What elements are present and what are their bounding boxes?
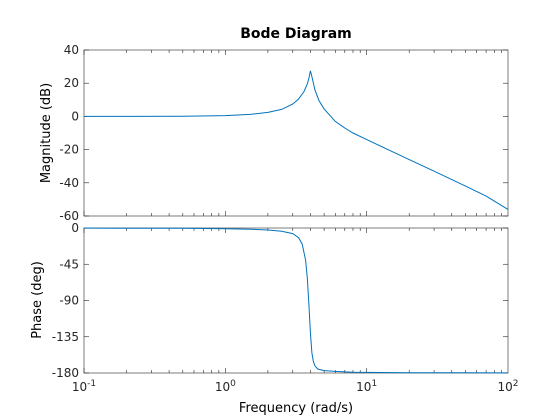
phase-y-tick-label: -45 [59,257,79,271]
magnitude-y-tick-label: -40 [59,176,79,190]
magnitude-y-tick-label: -60 [59,209,79,223]
magnitude-y-ticks: 40 20 0 -20 -40 -60 [59,43,508,223]
magnitude-y-tick-label: -20 [59,143,79,157]
phase-y-tick-label: -180 [52,366,79,380]
phase-y-tick-label: -135 [52,330,79,344]
phase-series-line [83,227,509,374]
phase-y-axis-label: Phase (deg) [30,261,45,339]
phase-y-tick-label: 0 [71,221,79,235]
magnitude-y-tick-label: 40 [64,43,79,57]
x-axis-label: Frequency (rad/s) [239,401,353,416]
x-tick-label: 100 [215,379,236,394]
magnitude-y-axis-label: Magnitude (dB) [39,83,54,183]
magnitude-y-tick-label: 20 [64,76,79,90]
phase-axes [83,227,509,374]
magnitude-axes [83,49,509,217]
magnitude-series-line [84,70,509,210]
frequency-x-ticks: 10-1 100 101 102 [72,379,519,394]
phase-y-tick-label: -90 [59,294,79,308]
x-tick-label: 10-1 [72,379,96,394]
chart-title: Bode Diagram [240,26,352,42]
x-tick-label: 101 [356,379,377,394]
x-tick-label: 102 [497,379,518,394]
magnitude-y-tick-label: 0 [71,109,79,123]
